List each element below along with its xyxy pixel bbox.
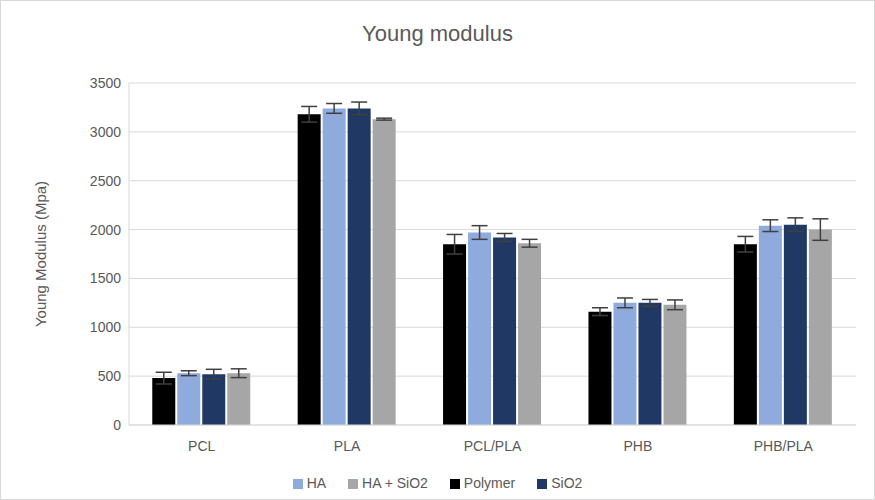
html-text:HA: HA	[306, 475, 327, 491]
svg-text:1000: 1000	[90, 319, 121, 335]
svg-text:PCL: PCL	[188, 438, 215, 454]
svg-text:PHB/PLA: PHB/PLA	[754, 438, 814, 454]
svg-text:500: 500	[98, 368, 122, 384]
html-text:SiO2: SiO2	[551, 475, 583, 491]
svg-text:PHB: PHB	[624, 438, 653, 454]
svg-text:2000: 2000	[90, 222, 121, 238]
svg-text:3000: 3000	[90, 124, 121, 140]
svg-text:PLA: PLA	[334, 438, 361, 454]
svg-text:2500: 2500	[90, 173, 121, 189]
svg-text:3500: 3500	[90, 75, 121, 91]
html-text:Young modulus: Young modulus	[362, 21, 513, 46]
svg-text:0: 0	[113, 417, 121, 433]
html-text:HA + SiO2: HA + SiO2	[362, 475, 428, 491]
svg-text:PCL/PLA: PCL/PLA	[464, 438, 522, 454]
html-text:Polymer: Polymer	[463, 475, 516, 491]
svg-text:1500: 1500	[90, 270, 121, 286]
svg-text:Young Modulus (Mpa): Young Modulus (Mpa)	[32, 181, 49, 327]
